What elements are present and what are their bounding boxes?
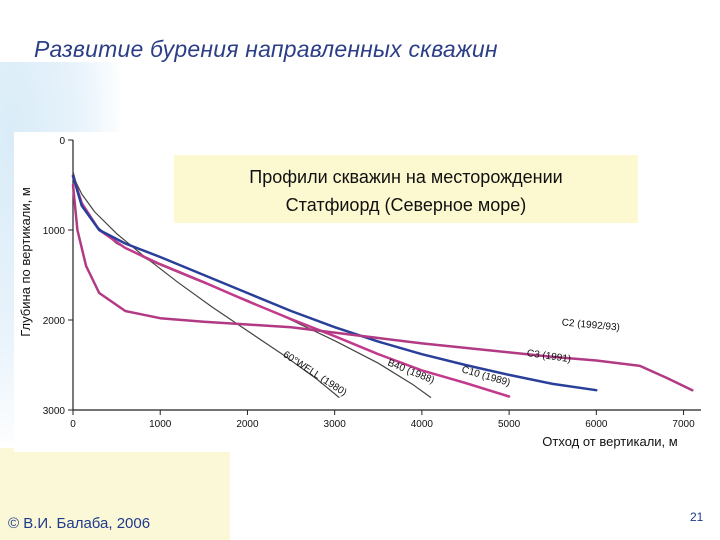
series-line — [72, 175, 340, 398]
x-tick-label: 6000 — [585, 419, 608, 430]
y-tick-label: 3000 — [43, 406, 66, 417]
x-tick-label: 3000 — [324, 419, 347, 430]
x-axis-label: Отход от вертикали, м — [542, 434, 677, 449]
x-tick-label: 5000 — [498, 419, 521, 430]
chart-axes: 0 1000 2000 3000 0 1000 2000 3000 4000 5000 6000 70… — [43, 136, 701, 430]
chart-title-line-1: Профили скважин на месторождении — [249, 167, 562, 187]
y-tick-label: 0 — [59, 136, 65, 147]
x-tick-label: 2000 — [236, 419, 259, 430]
x-tick-label: 4000 — [411, 419, 434, 430]
y-tick-label: 2000 — [43, 316, 66, 327]
chart-title-box — [174, 155, 638, 223]
y-tick-label: 1000 — [43, 226, 66, 237]
series-label: C2 (1992/93) — [561, 317, 620, 333]
x-tick-label: 7000 — [672, 419, 695, 430]
x-tick-label: 0 — [70, 419, 76, 430]
slide-background-accent-bottom — [0, 448, 230, 540]
slide-number: 21 — [690, 510, 704, 524]
chart-series — [71, 170, 694, 398]
y-axis-label: Глубина по вертикали, м — [18, 187, 33, 337]
slide-title: Развитие бурения направленных скважин — [34, 36, 498, 62]
x-tick-label: 1000 — [149, 419, 172, 430]
series-line — [71, 183, 694, 392]
chart-title-line-2: Статфиорд (Северное море) — [286, 195, 527, 215]
footer-author: © В.И. Балаба, 2006 — [8, 515, 151, 532]
series-line — [71, 174, 598, 392]
